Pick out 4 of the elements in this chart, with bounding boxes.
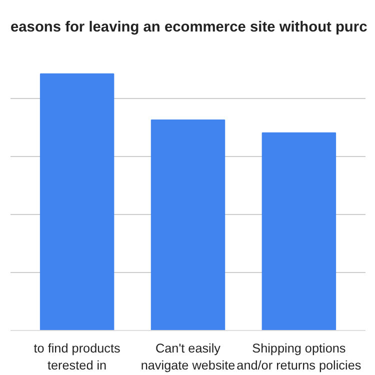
x-tick-label: to find products terested in	[34, 342, 120, 372]
chart-title: easons for leaving an ecommerce site without purc	[10, 20, 368, 36]
x-tick-label: Can't easily navigate website	[140, 342, 236, 372]
x-tick-label: Shipping options and/or returns policies	[236, 342, 362, 372]
